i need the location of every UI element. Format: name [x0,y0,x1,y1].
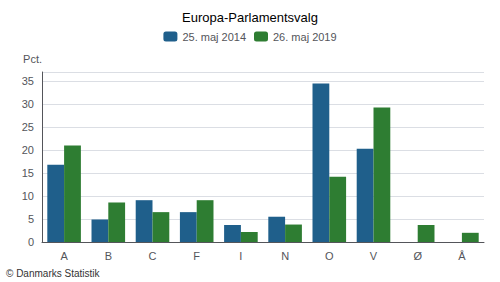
svg-text:20: 20 [22,144,34,156]
svg-text:Europa-Parlamentsvalg: Europa-Parlamentsvalg [182,10,318,25]
svg-text:25: 25 [22,121,34,133]
svg-text:A: A [60,250,68,262]
svg-text:V: V [370,250,378,262]
svg-text:B: B [105,250,112,262]
svg-text:O: O [325,250,334,262]
svg-text:Ø: Ø [413,250,422,262]
svg-text:30: 30 [22,98,34,110]
svg-text:35: 35 [22,75,34,87]
svg-text:C: C [149,250,157,262]
svg-text:F: F [193,250,200,262]
svg-text:26. maj 2019: 26. maj 2019 [273,31,337,43]
svg-text:Pct.: Pct. [23,53,42,65]
svg-text:I: I [239,250,242,262]
svg-text:15: 15 [22,167,34,179]
svg-text:10: 10 [22,190,34,202]
svg-text:0: 0 [28,236,34,248]
svg-text:25. maj 2014: 25. maj 2014 [182,31,246,43]
svg-text:N: N [281,250,289,262]
svg-text:Å: Å [458,250,466,262]
svg-text:5: 5 [28,213,34,225]
svg-text:© Danmarks Statistik: © Danmarks Statistik [6,268,101,279]
